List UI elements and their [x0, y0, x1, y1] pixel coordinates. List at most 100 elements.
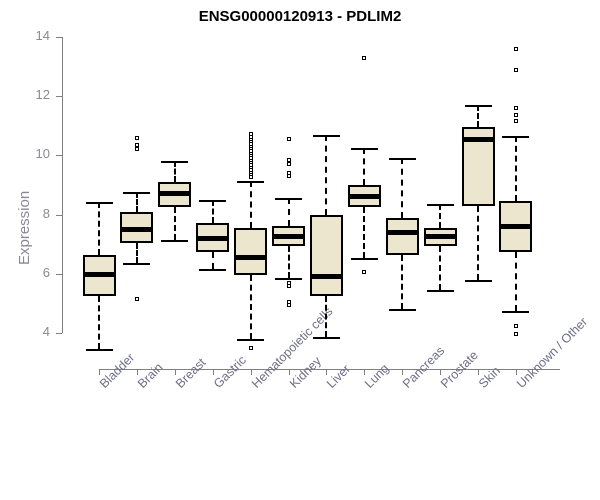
box	[234, 227, 268, 276]
y-tick-label: 6	[42, 264, 50, 280]
whisker-cap-upper	[426, 204, 454, 207]
y-tick	[56, 155, 62, 157]
whisker-upper	[135, 192, 138, 213]
whisker-upper	[439, 204, 442, 228]
x-tick	[136, 369, 138, 375]
outlier-point	[513, 119, 518, 124]
y-tick	[56, 273, 62, 275]
y-tick	[56, 96, 62, 98]
outlier-point	[286, 174, 291, 179]
outlier-point	[134, 147, 139, 152]
x-tick	[326, 369, 328, 375]
median-line	[309, 274, 343, 280]
whisker-lower	[514, 251, 517, 311]
whisker-lower	[439, 245, 442, 291]
whisker-lower	[401, 254, 404, 310]
whisker-upper	[514, 136, 517, 202]
outlier-point	[362, 270, 367, 275]
outlier-point	[513, 332, 518, 337]
whisker-upper	[249, 180, 252, 228]
median-line	[347, 194, 381, 200]
whisker-cap-lower	[312, 337, 340, 340]
whisker-cap-upper	[464, 105, 492, 108]
median-line	[272, 234, 305, 240]
whisker-upper	[363, 148, 366, 185]
outlier-point	[134, 143, 139, 148]
whisker-cap-lower	[350, 257, 378, 260]
whisker-lower	[98, 296, 100, 350]
whisker-lower	[287, 245, 290, 279]
y-axis	[62, 37, 63, 333]
median-line	[234, 255, 268, 261]
x-tick	[364, 369, 366, 375]
x-axis	[99, 369, 560, 370]
median-line	[158, 191, 192, 197]
y-tick-label: 10	[35, 146, 50, 162]
y-tick-label: 4	[42, 324, 50, 339]
outlier-point	[248, 175, 253, 180]
median-line	[82, 272, 116, 278]
outlier-point	[362, 55, 367, 60]
outlier-point	[134, 296, 139, 301]
whisker-cap-upper	[388, 158, 416, 161]
outlier-point	[286, 302, 291, 307]
whisker-cap-upper	[237, 180, 265, 183]
whisker-cap-lower	[199, 269, 227, 272]
x-tick	[99, 369, 100, 375]
outlier-point	[513, 46, 518, 51]
outlier-point	[134, 135, 139, 140]
whisker-upper	[287, 198, 290, 227]
outlier-point	[513, 323, 518, 328]
whisker-upper	[98, 201, 100, 255]
whisker-cap-upper	[312, 134, 340, 137]
whisker-cap-lower	[388, 309, 416, 312]
whisker-lower	[363, 207, 366, 258]
box	[309, 214, 343, 296]
outlier-point	[286, 157, 291, 162]
x-tick	[250, 369, 252, 375]
whisker-lower	[135, 242, 138, 264]
whisker-upper	[173, 161, 176, 183]
outlier-point	[286, 283, 291, 288]
y-tick	[56, 37, 62, 38]
x-tick	[212, 369, 214, 375]
whisker-cap-upper	[502, 136, 530, 139]
whisker-cap-upper	[161, 161, 189, 164]
y-tick	[56, 214, 62, 216]
whisker-lower	[249, 275, 252, 339]
x-tick	[440, 369, 442, 375]
outlier-point	[286, 137, 291, 142]
whisker-cap-lower	[237, 338, 265, 341]
whisker-cap-upper	[350, 148, 378, 150]
whisker-lower	[173, 207, 176, 240]
x-tick	[478, 369, 479, 375]
x-tick	[288, 369, 290, 375]
median-line	[423, 234, 457, 240]
median-line	[461, 136, 495, 142]
x-tick	[174, 369, 176, 375]
median-line	[120, 226, 154, 232]
outlier-point	[513, 67, 518, 72]
outlier-point	[286, 162, 291, 167]
x-tick	[515, 369, 517, 375]
whisker-cap-upper	[85, 201, 113, 204]
whisker-upper	[325, 134, 328, 215]
y-tick	[56, 333, 62, 334]
box	[385, 217, 419, 255]
whisker-cap-lower	[426, 290, 454, 293]
outlier-point	[513, 113, 518, 118]
outlier-point	[248, 345, 253, 350]
whisker-cap-upper	[123, 192, 151, 195]
median-line	[499, 223, 533, 229]
whisker-lower	[477, 205, 479, 280]
whisker-cap-upper	[199, 199, 227, 202]
whisker-lower	[325, 296, 328, 338]
